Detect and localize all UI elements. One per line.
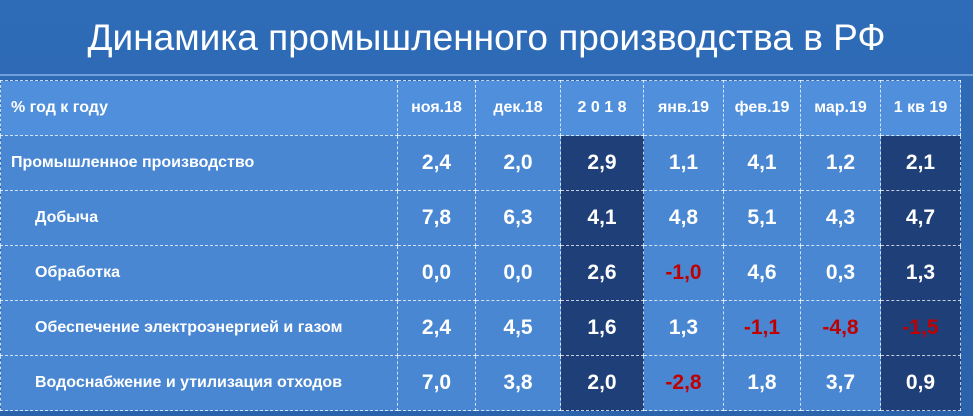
cell: 1,8 (723, 355, 801, 411)
column-header: 2 0 1 8 (560, 80, 644, 136)
column-header: фев.19 (723, 80, 801, 136)
cell: 5,1 (723, 190, 801, 246)
column-header: 1 кв 19 (880, 80, 961, 136)
cell: 3,7 (800, 355, 881, 411)
header-row: % год к году ноя.18 дек.18 2 0 1 8 янв.19 фев… (0, 80, 961, 136)
cell: 0,9 (880, 355, 961, 411)
cell: 4,5 (475, 300, 561, 356)
cell: 2,6 (560, 245, 644, 301)
column-header: ноя.18 (397, 80, 476, 136)
cell: 4,1 (560, 190, 644, 246)
cell: 0,0 (397, 245, 476, 301)
cell: -1,1 (723, 300, 801, 356)
cell: 4,6 (723, 245, 801, 301)
data-row: Обеспечение электроэнергией и газом 2,4 4,… (0, 300, 961, 356)
data-row: Обработка 0,0 0,0 2,6 -1,0 4,6 0,3 1,3 (0, 245, 961, 301)
cell: 2,4 (397, 135, 476, 191)
cell: -1,0 (643, 245, 724, 301)
cell: 2,0 (475, 135, 561, 191)
cell: 1,3 (880, 245, 961, 301)
slide-title: Динамика промышленного производства в РФ (0, 0, 973, 76)
cell: 0,3 (800, 245, 881, 301)
cell: 1,2 (800, 135, 881, 191)
column-header: дек.18 (475, 80, 561, 136)
cell: 3,8 (475, 355, 561, 411)
row-label: Добыча (0, 190, 398, 246)
header-label: % год к году (0, 80, 398, 136)
data-row: Добыча 7,8 6,3 4,1 4,8 5,1 4,3 4,7 (0, 190, 961, 246)
cell: 6,3 (475, 190, 561, 246)
cell: 7,0 (397, 355, 476, 411)
cell: -4,8 (800, 300, 881, 356)
cell: 4,1 (723, 135, 801, 191)
cell: 4,7 (880, 190, 961, 246)
cell: 4,3 (800, 190, 881, 246)
cell: 2,4 (397, 300, 476, 356)
row-label: Промышленное производство (0, 135, 398, 191)
cell: 1,3 (643, 300, 724, 356)
column-header: мар.19 (800, 80, 881, 136)
cell: 1,6 (560, 300, 644, 356)
row-label: Обработка (0, 245, 398, 301)
cell: 7,8 (397, 190, 476, 246)
data-row: Промышленное производство 2,4 2,0 2,9 1,1 4,1… (0, 135, 961, 191)
cell: -2,8 (643, 355, 724, 411)
cell: 2,9 (560, 135, 644, 191)
row-label: Водоснабжение и утилизация отходов (0, 355, 398, 411)
cell: 4,8 (643, 190, 724, 246)
cell: 2,1 (880, 135, 961, 191)
cell: -1,5 (880, 300, 961, 356)
cell: 0,0 (475, 245, 561, 301)
cell: 2,0 (560, 355, 644, 411)
data-row: Водоснабжение и утилизация отходов 7,0 3,8… (0, 355, 961, 411)
cell: 1,1 (643, 135, 724, 191)
data-table: % год к году ноя.18 дек.18 2 0 1 8 янв.19 фев… (0, 80, 961, 411)
column-header: янв.19 (643, 80, 724, 136)
row-label: Обеспечение электроэнергией и газом (0, 300, 398, 356)
